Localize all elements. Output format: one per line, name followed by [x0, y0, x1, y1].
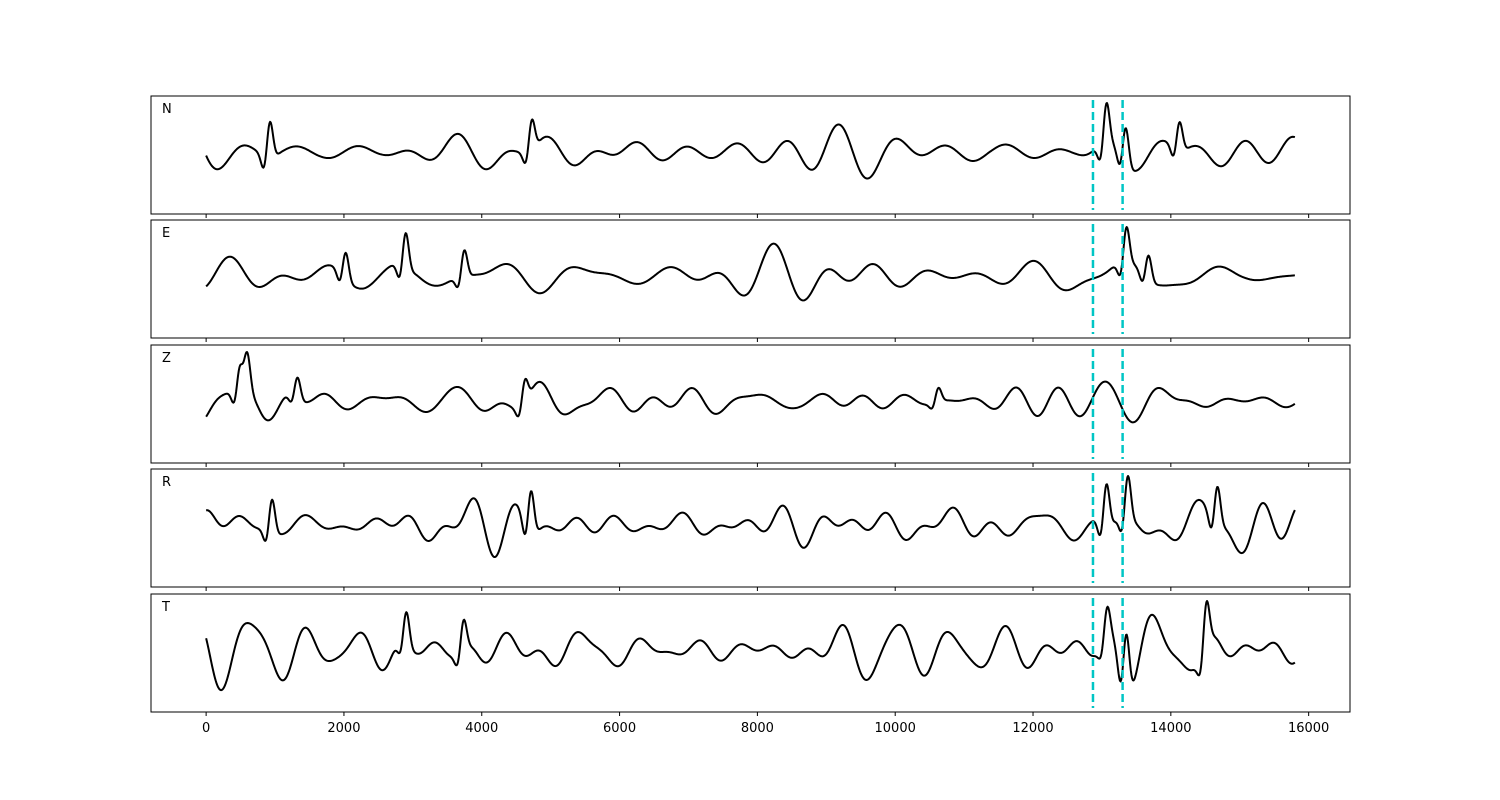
panel-frame — [150, 219, 1351, 339]
panel-t: T — [150, 593, 1351, 716]
panel-frame — [150, 468, 1351, 588]
panel-frame — [150, 593, 1351, 713]
trace-e — [205, 226, 1296, 302]
x-tick-label: 10000 — [875, 721, 916, 736]
panel-frame — [150, 344, 1351, 464]
trace-r — [205, 475, 1296, 559]
x-tick-label: 16000 — [1288, 721, 1329, 736]
panel-n: N — [150, 95, 1351, 218]
panel-label: T — [161, 600, 170, 615]
panel-label: N — [162, 102, 172, 117]
trace-z — [205, 351, 1296, 424]
panel-label: E — [162, 226, 170, 241]
trace-n — [205, 102, 1296, 180]
panel-label: R — [162, 475, 171, 490]
x-tick-label: 0 — [202, 721, 210, 736]
panel-label: Z — [162, 351, 171, 366]
panel-r: R — [150, 468, 1351, 591]
panel-e: E — [150, 219, 1351, 342]
x-tick-label: 14000 — [1150, 721, 1191, 736]
trace-t — [205, 600, 1296, 692]
panel-frame — [150, 95, 1351, 215]
x-tick-label: 12000 — [1012, 721, 1053, 736]
x-tick-label: 6000 — [603, 721, 636, 736]
x-tick-label: 8000 — [741, 721, 774, 736]
x-tick-label: 4000 — [465, 721, 498, 736]
panel-z: Z — [150, 344, 1351, 467]
x-tick-label: 2000 — [327, 721, 360, 736]
